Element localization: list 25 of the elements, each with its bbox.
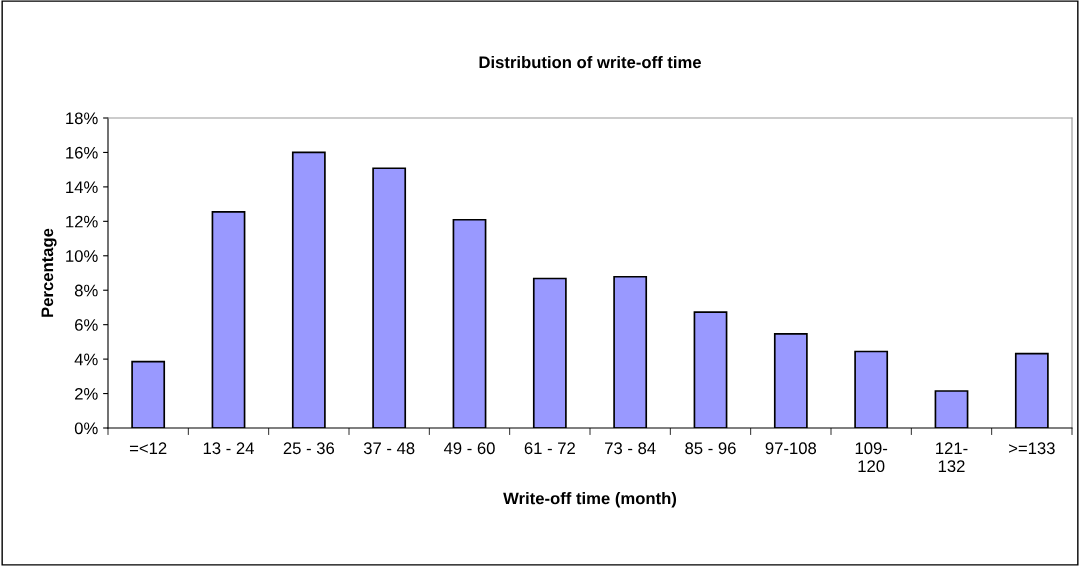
x-tick-label: 109- 120: [855, 442, 888, 473]
x-axis-title: Write-off time (month): [503, 492, 677, 508]
x-tick-label: 13 - 24: [203, 442, 254, 455]
x-tick-label: >=133: [1009, 442, 1055, 455]
y-tick-label: 14%: [66, 181, 98, 194]
x-tick-label: 85 - 96: [685, 442, 736, 455]
x-tick-label: 37 - 48: [363, 442, 415, 455]
x-tick-label: 121- 132: [936, 442, 968, 473]
y-tick-label: 12%: [66, 215, 98, 228]
y-tick-label: 4%: [74, 353, 98, 366]
x-tick-label: 73 - 84: [605, 442, 656, 455]
y-tick-label: 8%: [74, 284, 98, 297]
y-tick-label: 10%: [66, 250, 98, 262]
y-tick-label: 2%: [75, 387, 98, 400]
y-tick-label: 16%: [66, 146, 98, 159]
y-tick-label: 6%: [75, 319, 98, 331]
y-tick-label: 18%: [66, 112, 98, 125]
x-tick-label: 61 - 72: [524, 442, 575, 455]
x-tick-label: 97-108: [765, 442, 817, 455]
y-axis-title: Percentage: [41, 228, 57, 317]
x-tick-label: 25 - 36: [283, 442, 335, 455]
y-tick-label: 0%: [74, 422, 98, 435]
x-tick-label: =<12: [129, 442, 167, 454]
chart-title: Distribution of write-off time: [479, 55, 701, 69]
x-tick-label: 49 - 60: [443, 442, 495, 455]
